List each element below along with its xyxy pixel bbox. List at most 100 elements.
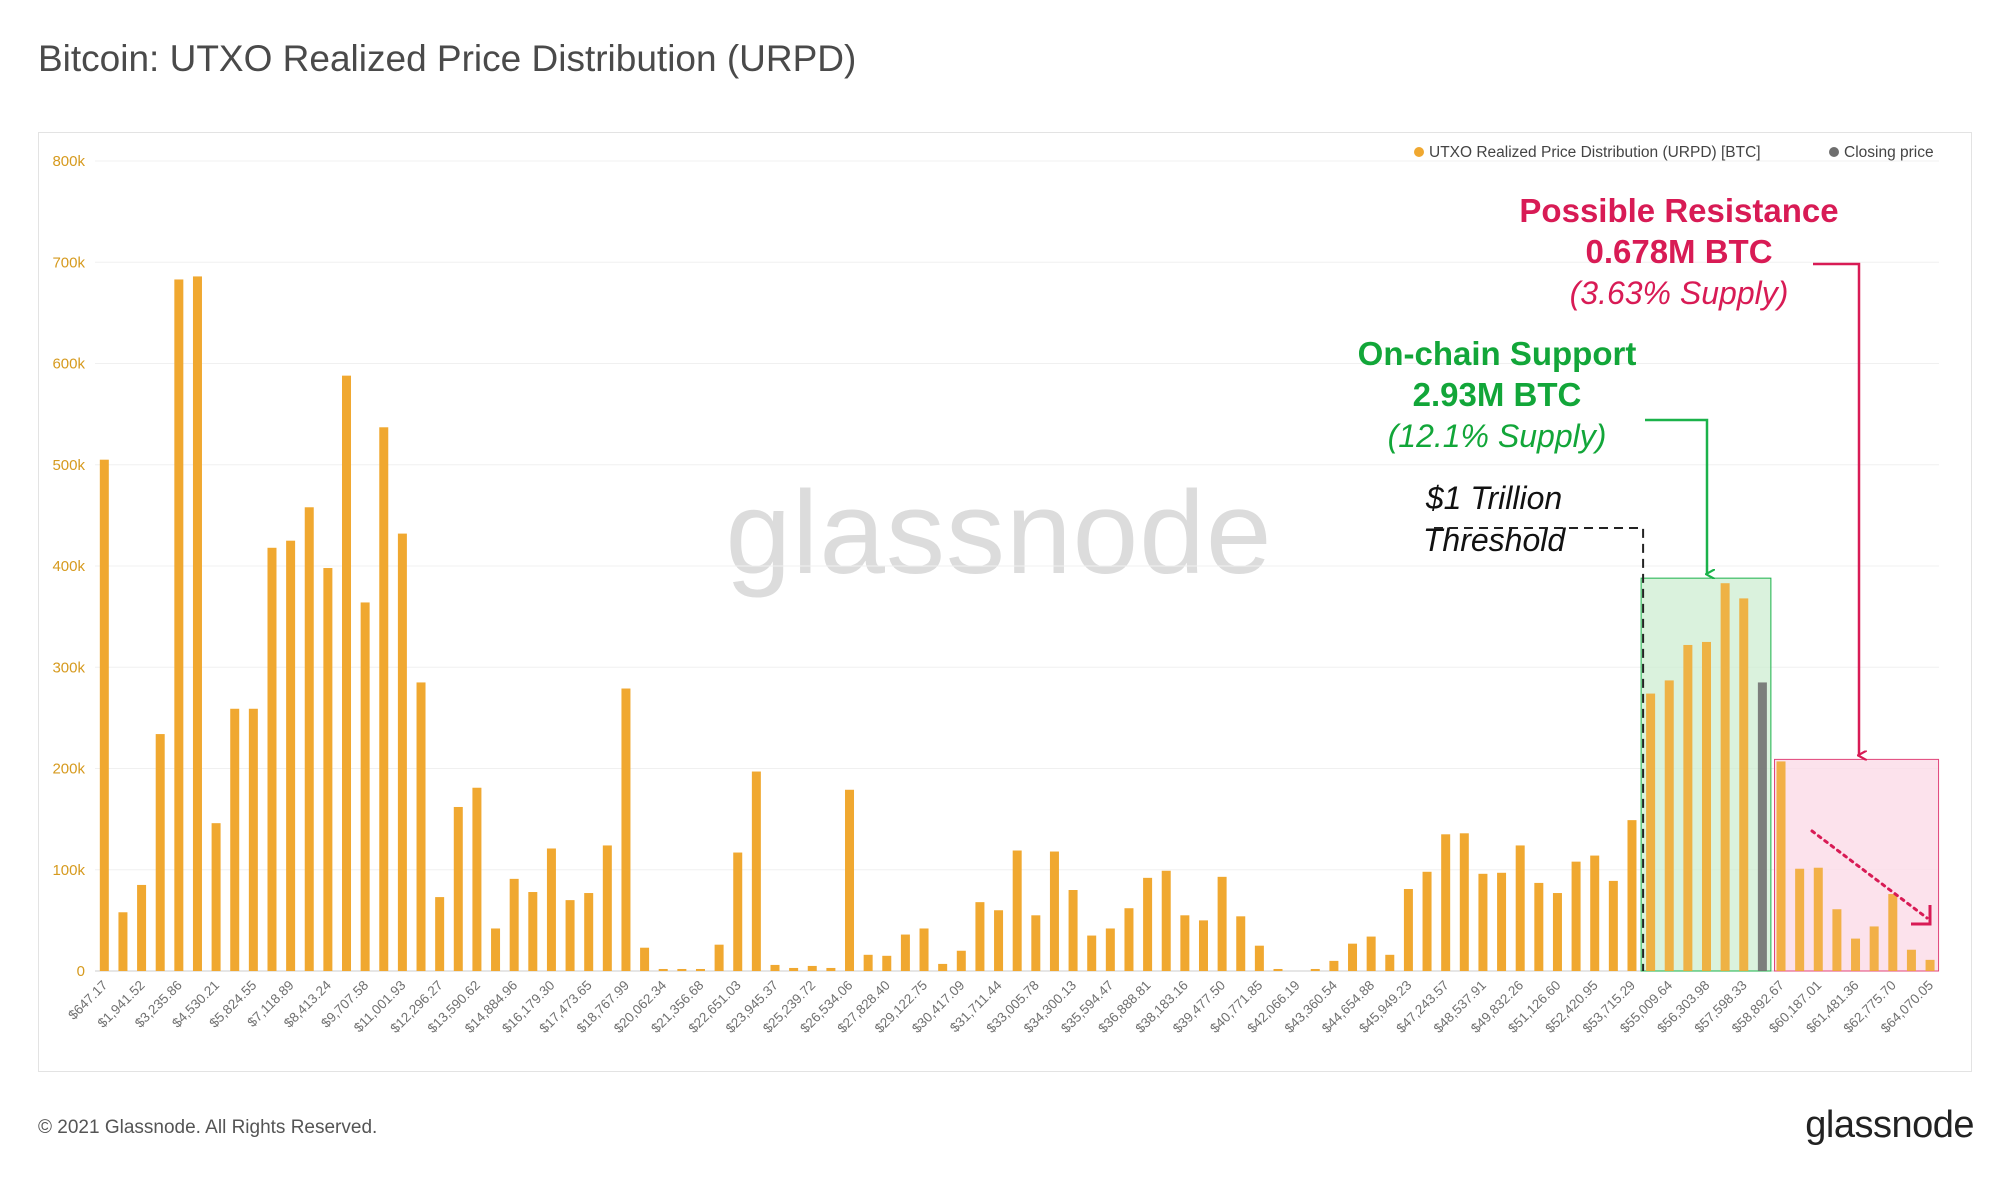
y-tick-label: 300k xyxy=(52,659,85,676)
bar xyxy=(1180,915,1190,971)
watermark-text: glassnode xyxy=(726,467,1273,599)
support-amount: 2.93M BTC xyxy=(1413,376,1582,413)
bar xyxy=(1497,872,1507,971)
bar xyxy=(509,878,519,971)
bar xyxy=(155,734,165,971)
bar xyxy=(546,848,556,971)
bar xyxy=(286,540,296,971)
y-tick-label: 700k xyxy=(52,254,85,271)
bar xyxy=(1198,920,1208,971)
bar xyxy=(304,507,314,971)
bar xyxy=(919,928,929,971)
y-tick-label: 500k xyxy=(52,457,85,474)
bar xyxy=(1813,867,1823,971)
support-supply: (12.1% Supply) xyxy=(1388,418,1607,454)
bar xyxy=(658,968,668,971)
bar xyxy=(323,568,333,971)
bar xyxy=(826,967,836,971)
annotations: Possible Resistance 0.678M BTC (3.63% Supp… xyxy=(1358,192,1932,971)
bar xyxy=(733,852,743,971)
bar xyxy=(1161,870,1171,971)
bar xyxy=(1590,855,1600,971)
bar xyxy=(1701,641,1711,971)
bar xyxy=(472,787,482,971)
support-arrow xyxy=(1645,418,1707,574)
bar xyxy=(379,427,389,972)
legend-label-closing: Closing price xyxy=(1844,144,1934,161)
resistance-arrow xyxy=(1813,262,1859,755)
bar xyxy=(1720,583,1730,971)
bar xyxy=(1664,680,1674,971)
y-tick-label: 200k xyxy=(52,761,85,778)
bar xyxy=(491,928,501,971)
bar xyxy=(1739,598,1749,971)
bar xyxy=(267,547,277,971)
copyright-footer: © 2021 Glassnode. All Rights Reserved. xyxy=(38,1117,378,1138)
bar xyxy=(1627,820,1637,971)
y-tick-label: 0 xyxy=(77,963,85,980)
bar xyxy=(1795,868,1805,971)
bar xyxy=(1105,928,1115,971)
bar xyxy=(640,947,650,971)
bar xyxy=(99,459,109,971)
bar xyxy=(695,968,705,971)
bar xyxy=(1552,893,1562,971)
bar xyxy=(453,806,463,971)
bar xyxy=(1832,909,1842,971)
bar xyxy=(118,912,128,971)
bar xyxy=(975,902,985,971)
bar xyxy=(1329,960,1339,971)
bar xyxy=(900,934,910,971)
bar xyxy=(1441,834,1451,971)
bar xyxy=(248,708,258,971)
bar xyxy=(1068,890,1078,971)
bar xyxy=(416,682,426,971)
bar xyxy=(1143,877,1153,971)
resistance-supply: (3.63% Supply) xyxy=(1570,275,1789,311)
bar xyxy=(1925,959,1935,971)
bar xyxy=(807,965,817,971)
closing-price-bar xyxy=(1757,682,1767,971)
bar xyxy=(1385,954,1395,971)
y-tick-label: 400k xyxy=(52,558,85,575)
bar xyxy=(602,845,612,971)
support-title: On-chain Support xyxy=(1358,335,1637,372)
bar xyxy=(174,279,184,971)
bar xyxy=(528,892,538,971)
threshold-label-line1: $1 Trillion xyxy=(1425,480,1562,516)
chart-title: Bitcoin: UTXO Realized Price Distributio… xyxy=(38,38,857,79)
y-tick-label: 600k xyxy=(52,356,85,373)
bar xyxy=(1236,916,1246,971)
y-tick-label: 100k xyxy=(52,862,85,879)
bar xyxy=(1049,851,1059,971)
bar xyxy=(360,602,370,971)
bar xyxy=(845,789,855,971)
bar xyxy=(1906,949,1916,971)
bar xyxy=(397,533,407,971)
bar xyxy=(882,955,892,971)
bar xyxy=(714,944,724,971)
bar xyxy=(1515,845,1525,971)
bar xyxy=(342,375,352,971)
x-axis-labels: $647.17$1,941.52$3,235.86$4,530.21$5,824… xyxy=(65,977,1936,1036)
bar xyxy=(1888,894,1898,971)
bar xyxy=(565,900,575,971)
bar xyxy=(1646,693,1656,971)
bar xyxy=(1869,926,1879,971)
bar xyxy=(1776,761,1786,971)
bar xyxy=(751,771,761,971)
bar xyxy=(584,893,594,971)
downtrend-arrowhead xyxy=(1911,905,1932,926)
glassnode-logo: glassnode xyxy=(1805,1104,1974,1146)
bar xyxy=(1683,644,1693,971)
bar xyxy=(956,950,966,971)
bar xyxy=(1459,833,1469,971)
bar xyxy=(677,968,687,971)
watermark: glassnode xyxy=(726,467,1273,599)
bar xyxy=(1087,935,1097,971)
bar-series xyxy=(99,276,1935,972)
y-tick-label: 800k xyxy=(52,153,85,170)
bar xyxy=(1422,871,1432,971)
legend-swatch-closing xyxy=(1829,147,1839,157)
bar xyxy=(1348,943,1358,971)
